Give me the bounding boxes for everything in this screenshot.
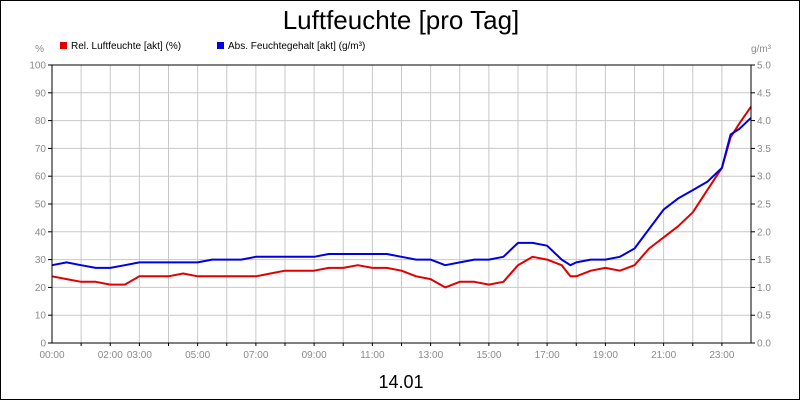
x-tick-label: 05:00 (185, 350, 210, 361)
right-tick-label: 0.0 (757, 339, 771, 350)
left-tick-label: 90 (35, 88, 47, 99)
x-tick-label: 09:00 (302, 350, 327, 361)
right-tick-label: 4.0 (757, 116, 771, 127)
left-tick-label: 30 (35, 255, 47, 266)
right-tick-label: 0.5 (757, 311, 771, 322)
left-tick-label: 60 (35, 172, 47, 183)
x-tick-label: 07:00 (243, 350, 268, 361)
legend-swatch-abs-humidity (217, 42, 224, 49)
legend: Rel. Luftfeuchte [akt] (%) Abs. Feuchteg… (60, 41, 365, 52)
x-tick-label: 21:00 (651, 350, 676, 361)
legend-label-rel-humidity: Rel. Luftfeuchte [akt] (%) (71, 41, 181, 52)
axis-ticks: 0 0.0 10 0.5 20 1.0 30 1.5 40 2.0 50 2.5 60 3.0 70 3.5 8… (29, 61, 771, 362)
x-tick-label: 02:00 (98, 350, 123, 361)
right-tick-label: 1.5 (757, 255, 771, 266)
series-line-rel-humidity (51, 106, 752, 289)
left-tick-label: 20 (35, 283, 47, 294)
x-tick-label: 15:00 (476, 350, 501, 361)
right-tick-label: 1.0 (757, 283, 771, 294)
right-tick-label: 5.0 (757, 61, 771, 72)
x-tick-label: 11:00 (360, 350, 385, 361)
data-series (51, 106, 752, 289)
left-tick-label: 50 (35, 200, 47, 211)
left-tick-label: 40 (35, 227, 47, 238)
left-tick-label: 0 (40, 339, 46, 350)
legend-label-abs-humidity: Abs. Feuchtegehalt [akt] (g/m³) (228, 41, 365, 52)
right-tick-label: 4.5 (757, 88, 771, 99)
series-line-abs-humidity (51, 117, 752, 269)
left-tick-label: 70 (35, 144, 47, 155)
x-tick-label: 03:00 (127, 350, 152, 361)
left-tick-label: 80 (35, 116, 47, 127)
right-axis-unit: g/m³ (751, 44, 772, 55)
right-tick-label: 3.5 (757, 144, 771, 155)
left-tick-label: 10 (35, 311, 47, 322)
left-tick-label: 100 (29, 61, 46, 72)
x-tick-label: 00:00 (39, 350, 64, 361)
right-tick-label: 3.0 (757, 172, 771, 183)
legend-swatch-rel-humidity (60, 42, 67, 49)
right-tick-label: 2.0 (757, 227, 771, 238)
left-axis-unit: % (35, 44, 44, 55)
grid-lines (52, 64, 751, 344)
chart-title: Luftfeuchte [pro Tag] (283, 5, 520, 35)
plot-area-border (51, 64, 752, 344)
x-tick-label: 13:00 (418, 350, 443, 361)
x-tick-label: 23:00 (709, 350, 734, 361)
x-tick-label: 19:00 (593, 350, 618, 361)
right-tick-label: 2.5 (757, 200, 771, 211)
date-label: 14.01 (378, 372, 423, 392)
x-tick-label: 17:00 (535, 350, 560, 361)
